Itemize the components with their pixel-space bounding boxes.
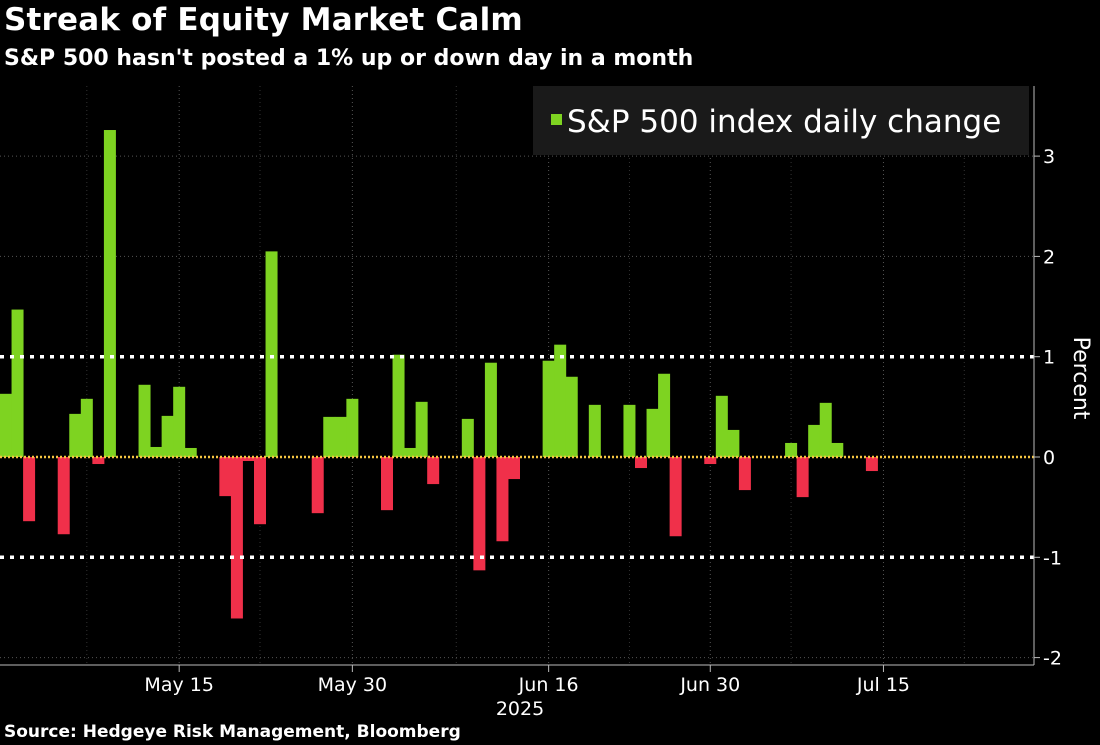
gridlines bbox=[0, 86, 1034, 665]
bar bbox=[242, 457, 255, 462]
legend-label: S&P 500 index daily change bbox=[567, 104, 1001, 140]
bar bbox=[404, 447, 417, 457]
bar bbox=[473, 457, 486, 571]
bar bbox=[392, 354, 405, 457]
axes: 3 2 1 0 -1 -2 May 15 May 30 Jun 16 Jun 30 Jul 15 bbox=[0, 86, 1062, 696]
bar bbox=[150, 446, 163, 457]
bar bbox=[334, 416, 347, 457]
bar bbox=[80, 398, 93, 457]
bar bbox=[819, 402, 832, 457]
bar bbox=[554, 344, 567, 457]
bar bbox=[346, 398, 359, 457]
bar bbox=[646, 408, 659, 457]
bar bbox=[484, 362, 497, 457]
bar bbox=[323, 416, 336, 457]
x-tick-label: Jun 30 bbox=[679, 674, 740, 696]
bar bbox=[219, 457, 232, 497]
y-tick-label: 0 bbox=[1043, 447, 1055, 469]
bar bbox=[796, 457, 809, 498]
bar bbox=[254, 457, 266, 525]
y-tick-label: 2 bbox=[1043, 246, 1055, 268]
bar bbox=[496, 457, 509, 542]
chart-subtitle: S&P 500 hasn't posted a 1% up or down da… bbox=[4, 46, 694, 71]
bar bbox=[738, 457, 751, 491]
x-tick-label: May 30 bbox=[318, 674, 388, 696]
bar bbox=[635, 457, 647, 469]
chart-title: Streak of Equity Market Calm bbox=[4, 2, 523, 38]
source-note: Source: Hedgeye Risk Management, Bloombe… bbox=[4, 722, 461, 742]
bar bbox=[57, 457, 70, 535]
bar bbox=[727, 429, 740, 457]
bar bbox=[542, 360, 555, 457]
bar bbox=[415, 401, 428, 457]
bar-series bbox=[0, 130, 878, 619]
bar bbox=[808, 424, 821, 457]
x-axis-year-label: 2025 bbox=[496, 698, 544, 720]
legend-box bbox=[533, 86, 1029, 155]
bar bbox=[92, 457, 105, 465]
bar bbox=[508, 457, 520, 480]
bar bbox=[865, 457, 878, 472]
bar bbox=[669, 457, 682, 537]
bar bbox=[658, 373, 671, 457]
bar bbox=[623, 404, 636, 457]
bar bbox=[103, 130, 116, 457]
y-axis-title: Percent bbox=[1068, 337, 1093, 420]
bar bbox=[381, 457, 393, 511]
y-tick-label: 1 bbox=[1043, 347, 1055, 369]
bar bbox=[161, 415, 174, 457]
bar bbox=[11, 309, 24, 457]
legend-swatch bbox=[551, 114, 562, 125]
bar bbox=[565, 376, 578, 457]
bar bbox=[715, 395, 728, 457]
y-tick-label: 3 bbox=[1043, 146, 1055, 168]
y-tick-label: -2 bbox=[1043, 648, 1062, 670]
bar bbox=[265, 251, 278, 457]
bar bbox=[427, 457, 440, 485]
bar bbox=[311, 457, 324, 514]
bar bbox=[0, 393, 12, 457]
x-tick-label: May 15 bbox=[144, 674, 214, 696]
y-tick-label: -1 bbox=[1043, 547, 1062, 569]
reference-lines bbox=[0, 354, 1034, 560]
legend: S&P 500 index daily change bbox=[533, 86, 1029, 155]
x-tick-label: Jun 16 bbox=[518, 674, 579, 696]
bar bbox=[461, 418, 474, 457]
bar bbox=[785, 442, 798, 457]
bar bbox=[704, 457, 717, 465]
bar bbox=[138, 384, 151, 457]
bar bbox=[173, 386, 186, 457]
bar bbox=[23, 457, 36, 522]
bar bbox=[831, 442, 844, 457]
bar bbox=[588, 404, 601, 457]
x-tick-label: Jul 15 bbox=[856, 674, 910, 696]
bar bbox=[184, 447, 197, 457]
bar bbox=[230, 457, 243, 619]
bar bbox=[69, 413, 82, 457]
